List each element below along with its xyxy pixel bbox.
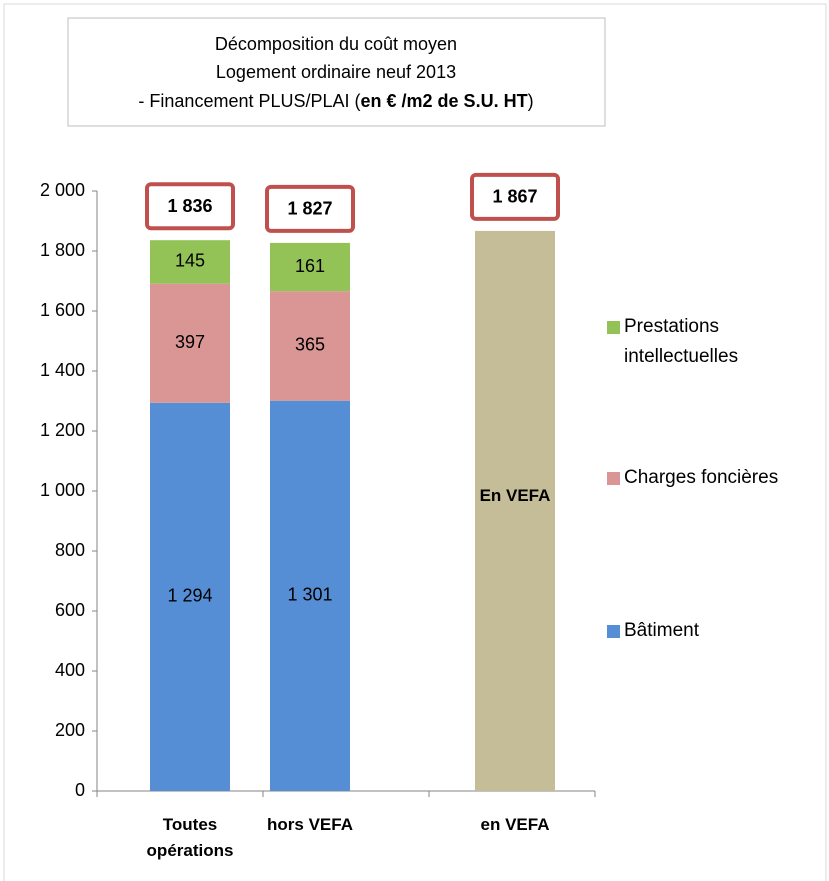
y-tick-label: 2 000 [40, 180, 85, 200]
legend-swatch [607, 321, 620, 334]
segment-label: 145 [175, 251, 205, 271]
total-box [470, 172, 560, 221]
y-tick-label: 1 000 [40, 480, 85, 500]
chart-title: Décomposition du coût moyen [215, 34, 457, 54]
legend-label: Prestations intellectuelles [624, 316, 739, 367]
title-box [67, 17, 606, 127]
bar-segment [150, 240, 230, 284]
chart-border [3, 3, 827, 881]
segment-label: 161 [295, 256, 325, 276]
bar-segment [150, 402, 230, 791]
legend-label: Charges foncières [624, 467, 779, 488]
bar-segment [475, 230, 555, 791]
y-tick-label: 1 400 [40, 360, 85, 380]
segment-label: 1 294 [167, 586, 212, 606]
chart-title: - Financement PLUS/PLAI (en € /m2 de S.U… [138, 91, 533, 111]
legend-label: Bâtiment [624, 620, 699, 641]
total-box [265, 184, 355, 233]
segment-label: 1 301 [287, 585, 332, 605]
bar-segment [270, 242, 350, 292]
title-part: - Financement PLUS/PLAI ( [138, 91, 360, 111]
x-tick-label: en VEFA [480, 815, 550, 834]
y-tick-label: 1 800 [40, 240, 85, 260]
chart-title: Logement ordinaire neuf 2013 [216, 62, 456, 82]
y-tick-label: 800 [55, 540, 85, 560]
total-label: 1 867 [492, 187, 537, 207]
segment-label: En VEFA [479, 485, 551, 505]
title-part: ) [528, 91, 534, 111]
legend-swatch [607, 472, 620, 485]
total-label: 1 827 [287, 199, 332, 219]
total-label: 1 836 [167, 196, 212, 216]
y-tick-label: 1 200 [40, 420, 85, 440]
legend-swatch [607, 625, 620, 638]
segment-label: 397 [175, 332, 205, 352]
title-part: en € /m2 de S.U. HT [361, 91, 528, 111]
x-tick-label: Toutes opérations [146, 815, 234, 860]
y-tick-label: 0 [75, 780, 85, 800]
bar-segment [150, 283, 230, 403]
total-box [145, 182, 235, 231]
y-tick-label: 200 [55, 720, 85, 740]
bar-segment [270, 400, 350, 791]
x-tick-label: hors VEFA [267, 815, 353, 834]
y-tick-label: 600 [55, 600, 85, 620]
y-tick-label: 1 600 [40, 300, 85, 320]
bar-segment [270, 291, 350, 401]
segment-label: 365 [295, 335, 325, 355]
y-tick-label: 400 [55, 660, 85, 680]
